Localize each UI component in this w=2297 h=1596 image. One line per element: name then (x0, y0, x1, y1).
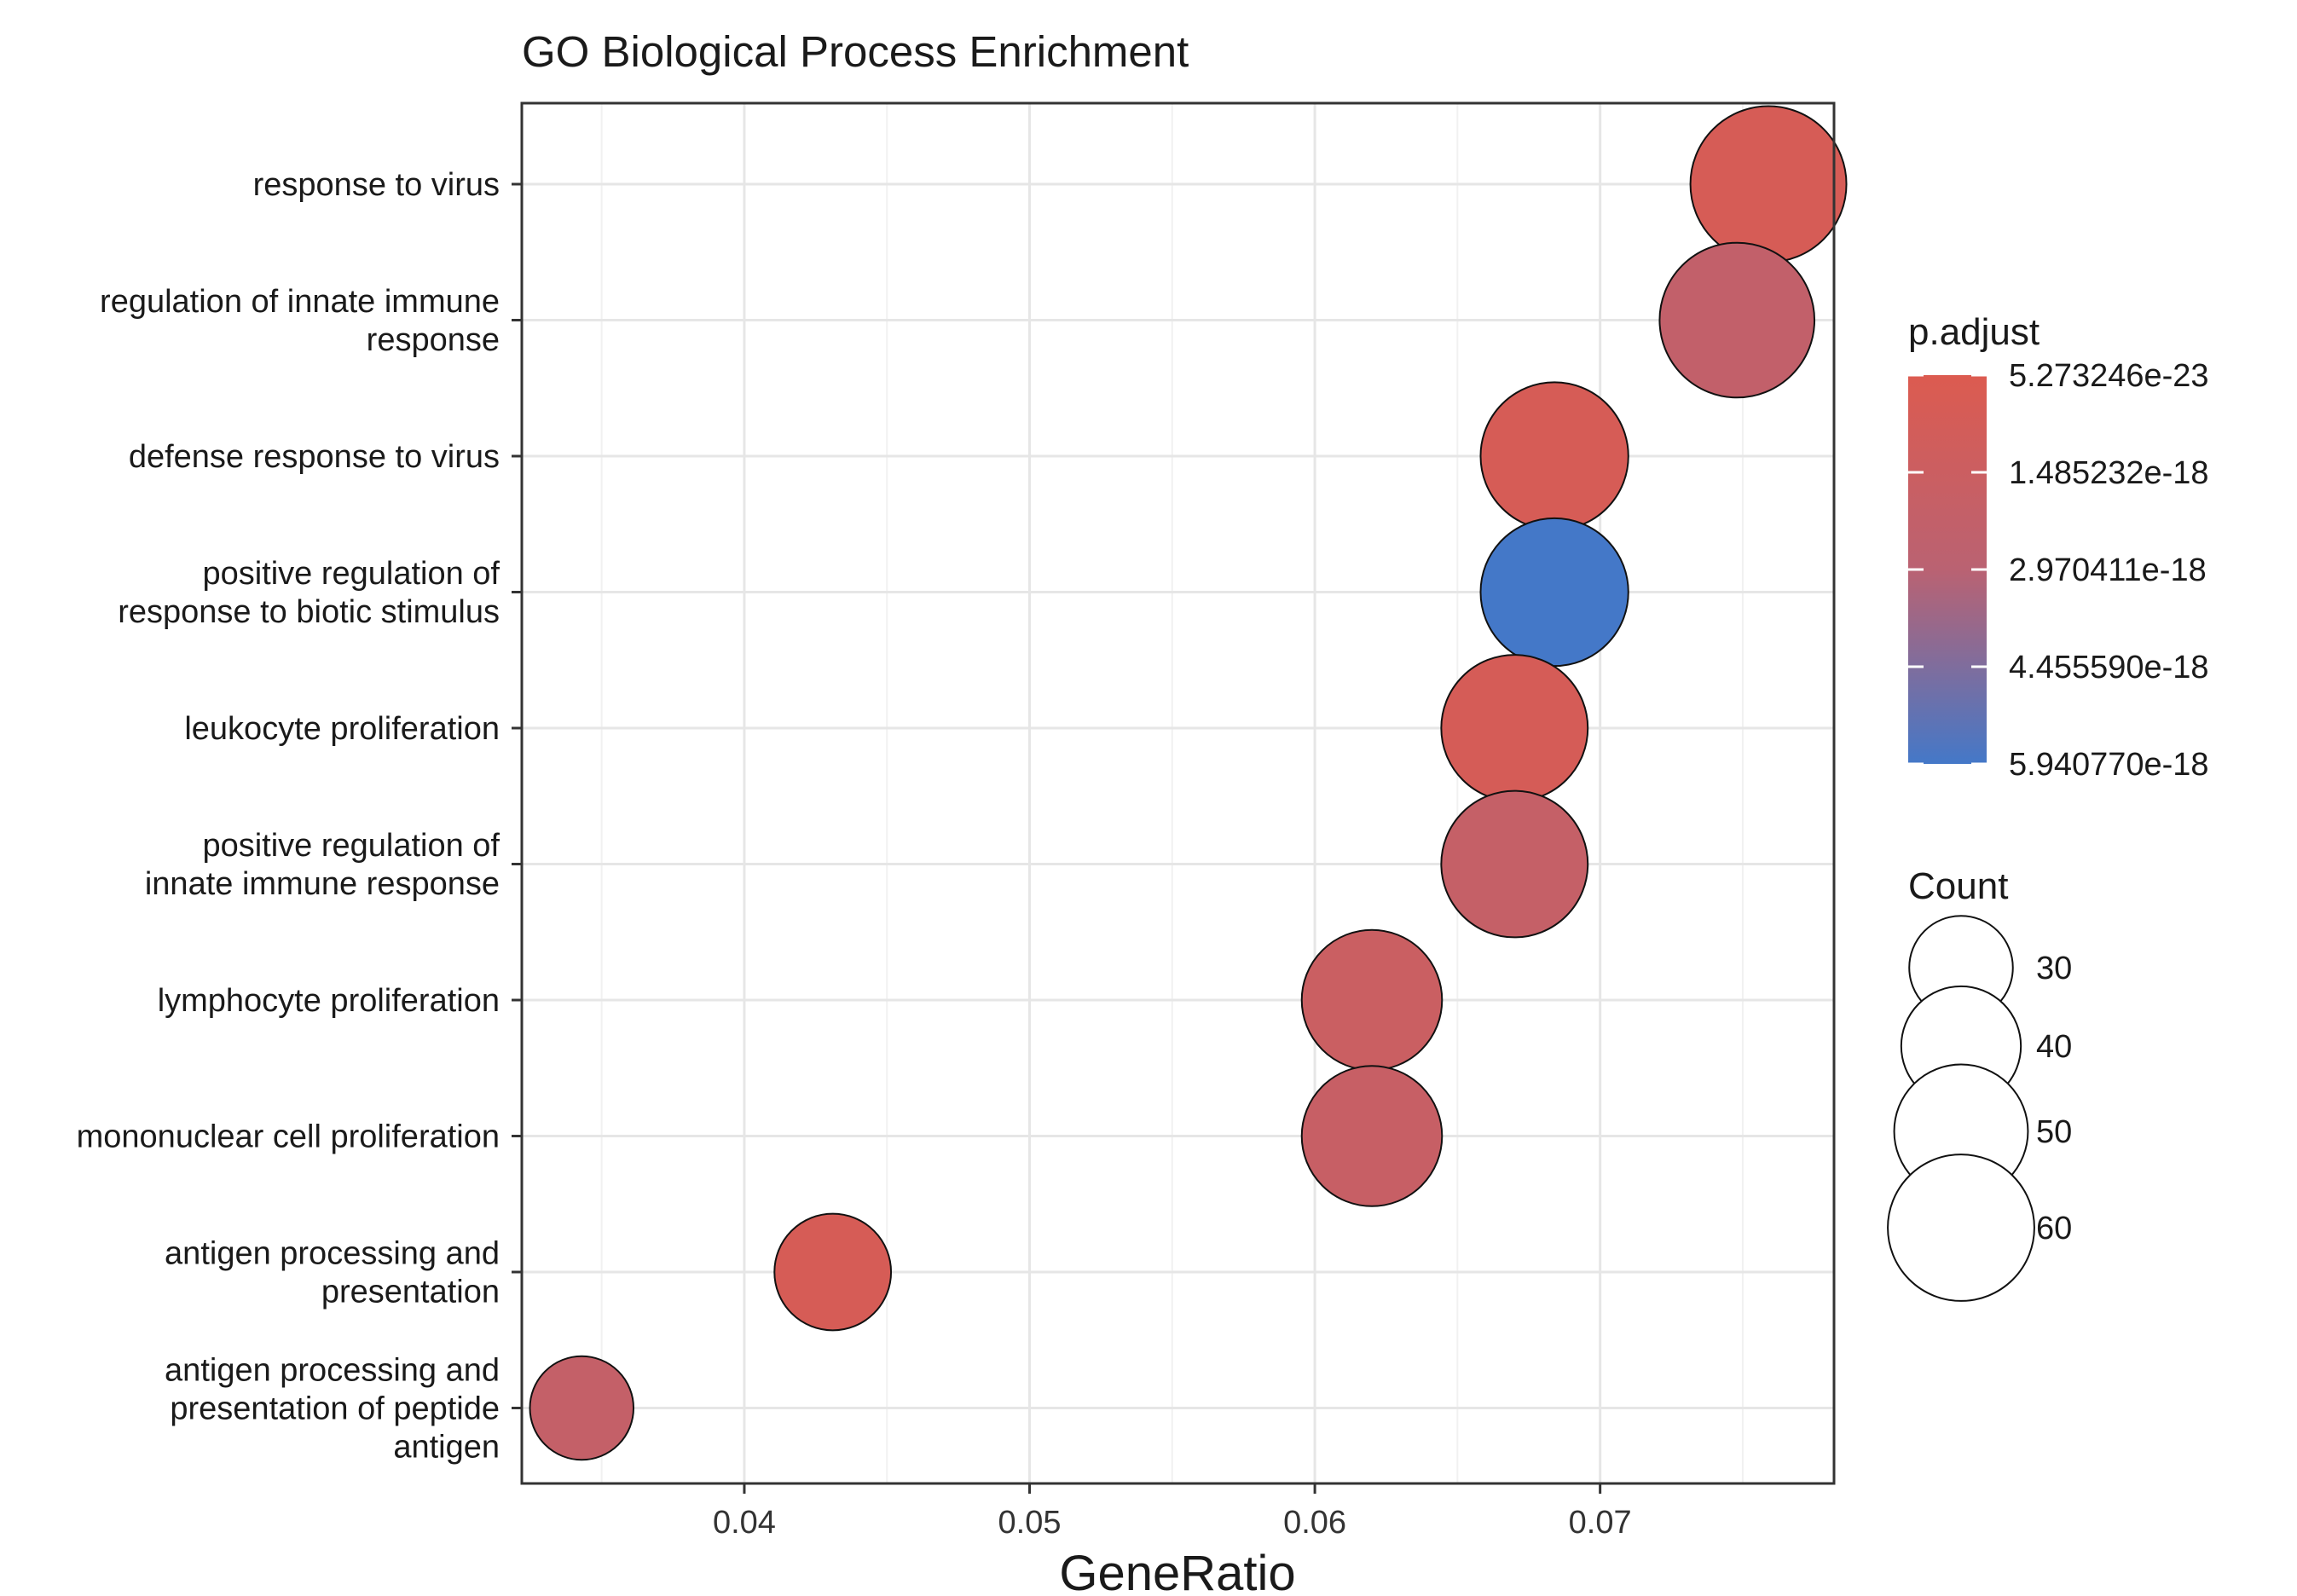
y-tick-label-2: defense response to virus (129, 439, 500, 475)
chart-title: GO Biological Process Enrichment (522, 27, 1189, 76)
data-point-3 (1479, 517, 1629, 668)
y-axis-labels: response to virus regulation of innate im… (77, 167, 500, 1466)
color-legend-label-1: 1.485232e-18 (2009, 455, 2209, 491)
y-tick-label-6: lymphocyte proliferation (158, 983, 500, 1019)
y-tick-label-7-line-0: mononuclear cell proliferation (77, 1119, 500, 1155)
x-tick-label-1: 0.05 (998, 1505, 1062, 1541)
color-legend-ticks: 5.273246e-23 1.485232e-18 2.970411e-18 4.45… (1908, 358, 2209, 783)
data-point-9 (529, 1355, 635, 1461)
data-point-5 (1440, 789, 1589, 939)
data-point-4 (1440, 654, 1589, 802)
y-tick-label-9-line-2: antigen (393, 1430, 500, 1466)
data-point-6 (1300, 928, 1444, 1072)
y-tick-label-8: antigen processing and presentation (165, 1236, 500, 1310)
color-legend-label-3: 4.455590e-18 (2009, 650, 2209, 685)
color-legend-title: p.adjust (1908, 311, 2040, 353)
y-tick-label-8-line-1: presentation (321, 1275, 500, 1310)
size-legend-circle-3 (1887, 1154, 2035, 1302)
y-tick-label-4-line-0: leukocyte proliferation (184, 711, 500, 747)
y-tick-label-8-line-0: antigen processing and (165, 1236, 500, 1272)
x-axis-ticks: 0.04 0.05 0.06 0.07 (713, 1483, 1632, 1541)
y-tick-label-1: regulation of innate immune response (100, 284, 500, 358)
data-point-0 (1689, 105, 1848, 263)
y-tick-label-6-line-0: lymphocyte proliferation (158, 983, 500, 1019)
y-tick-label-7: mononuclear cell proliferation (77, 1119, 500, 1155)
x-axis-title: GeneRatio (1059, 1546, 1295, 1596)
y-tick-label-0-line-0: response to virus (253, 167, 500, 203)
plot-panel-border (520, 101, 1836, 1485)
data-points (529, 105, 1848, 1461)
data-point-2 (1479, 381, 1629, 531)
size-legend-entries: 30 40 50 60 (1887, 915, 2072, 1302)
y-tick-label-3-line-1: response to biotic stimulus (118, 594, 500, 630)
size-legend-label-3: 60 (2036, 1211, 2072, 1246)
y-tick-label-9-line-0: antigen processing and (165, 1353, 500, 1389)
data-point-1 (1658, 241, 1816, 399)
x-tick-label-0: 0.04 (713, 1505, 776, 1541)
y-tick-label-5: positive regulation of innate immune resp… (145, 828, 500, 902)
size-legend-label-1: 40 (2036, 1029, 2072, 1065)
data-point-8 (773, 1212, 893, 1332)
color-legend-label-2: 2.970411e-18 (2009, 552, 2207, 588)
y-tick-label-2-line-0: defense response to virus (129, 439, 500, 475)
y-axis-ticks (512, 182, 522, 1409)
y-tick-label-3: positive regulation of response to biotic… (118, 556, 500, 630)
y-tick-label-5-line-1: innate immune response (145, 866, 500, 902)
y-tick-label-0: response to virus (253, 167, 500, 203)
color-legend-label-0: 5.273246e-23 (2009, 358, 2209, 394)
color-legend-label-4: 5.940770e-18 (2009, 747, 2209, 783)
y-tick-label-5-line-0: positive regulation of (202, 828, 500, 864)
y-tick-label-9: antigen processing and presentation of pe… (165, 1353, 500, 1466)
y-tick-label-1-line-0: regulation of innate immune (100, 284, 500, 320)
y-tick-label-1-line-1: response (367, 322, 500, 358)
x-tick-label-3: 0.07 (1569, 1505, 1632, 1541)
y-tick-label-4: leukocyte proliferation (184, 711, 500, 747)
size-legend-label-2: 50 (2036, 1114, 2072, 1150)
size-legend-label-0: 30 (2036, 951, 2072, 986)
x-tick-label-2: 0.06 (1283, 1505, 1346, 1541)
y-tick-label-9-line-1: presentation of peptide (170, 1391, 500, 1427)
y-tick-label-3-line-0: positive regulation of (202, 556, 500, 592)
size-legend-title: Count (1908, 865, 2008, 907)
grid-lines (522, 103, 1834, 1483)
data-point-7 (1300, 1065, 1444, 1207)
